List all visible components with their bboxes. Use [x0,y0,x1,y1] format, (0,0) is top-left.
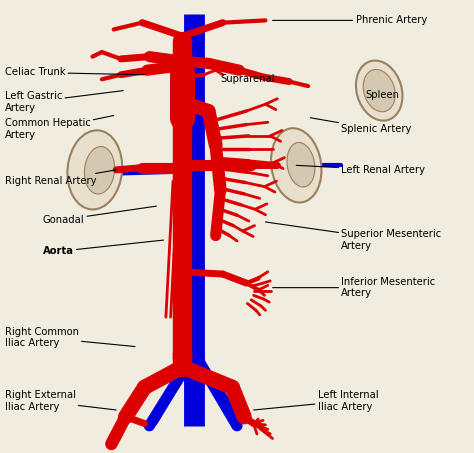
Text: Gonadal: Gonadal [43,206,156,225]
Text: Left Renal Artery: Left Renal Artery [296,165,425,175]
Ellipse shape [67,130,122,209]
Text: Common Hepatic
Artery: Common Hepatic Artery [5,116,114,140]
Ellipse shape [271,128,321,202]
Text: Spleen: Spleen [365,90,399,100]
Text: Suprarenal: Suprarenal [220,74,275,84]
Text: Left Gastric
Artery: Left Gastric Artery [5,91,123,113]
Text: Aorta: Aorta [43,240,164,256]
Text: Right External
Iliac Artery: Right External Iliac Artery [5,390,116,412]
Ellipse shape [363,69,395,112]
Ellipse shape [356,61,402,120]
Text: Right Common
Iliac Artery: Right Common Iliac Artery [5,327,135,348]
Text: Inferior Mesenteric
Artery: Inferior Mesenteric Artery [273,277,436,299]
Text: Right Renal Artery: Right Renal Artery [5,170,116,186]
Ellipse shape [84,146,115,194]
Text: Left Internal
Iliac Artery: Left Internal Iliac Artery [254,390,378,412]
Ellipse shape [287,142,315,187]
Text: Superior Mesenteric
Artery: Superior Mesenteric Artery [265,222,441,251]
Text: Splenic Artery: Splenic Artery [310,118,411,134]
Text: Celiac Trunk: Celiac Trunk [5,67,145,77]
Text: Phrenic Artery: Phrenic Artery [273,15,427,25]
